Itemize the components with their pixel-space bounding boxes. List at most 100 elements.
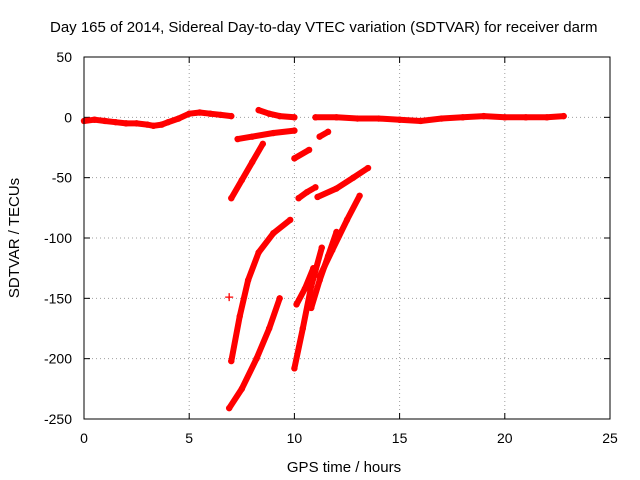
- chart-title: Day 165 of 2014, Sidereal Day-to-day VTE…: [50, 19, 597, 36]
- data-point: [316, 133, 323, 140]
- data-point: [333, 185, 340, 192]
- series-segment-neg12: [316, 128, 332, 140]
- x-axis-label: GPS time / hours: [287, 459, 401, 476]
- data-point: [543, 114, 551, 121]
- series-trace: [81, 109, 235, 129]
- data-point: [164, 118, 172, 126]
- data-point: [259, 140, 267, 148]
- series-curve-neg200-up: [228, 216, 294, 365]
- data-point: [560, 112, 567, 120]
- y-tick-label: -250: [44, 411, 72, 427]
- data-point: [459, 114, 466, 121]
- data-point: [316, 273, 323, 280]
- data-point: [217, 111, 224, 119]
- data-point: [438, 115, 445, 122]
- data-point: [303, 188, 311, 196]
- series-curve-neg130-up: [316, 192, 363, 280]
- y-axis-label: SDTVAR / TECUs: [6, 178, 23, 298]
- data-point: [238, 385, 245, 393]
- data-point: [150, 122, 157, 129]
- data-point: [350, 174, 357, 181]
- y-tick-label: -150: [44, 290, 72, 306]
- data-point: [276, 112, 283, 120]
- data-point: [238, 176, 245, 184]
- data-point: [291, 155, 298, 162]
- data-point: [291, 127, 298, 134]
- data-point: [91, 116, 98, 123]
- data-point: [112, 118, 119, 126]
- data-point: [312, 184, 319, 191]
- x-tick-label: 5: [185, 430, 193, 446]
- series-segment-neg55-rising: [314, 164, 372, 201]
- y-tick-label: 50: [56, 49, 72, 65]
- data-point: [255, 249, 262, 256]
- data-point: [255, 106, 262, 114]
- series-outlier-7h: [225, 293, 234, 302]
- series-trace: [228, 216, 294, 365]
- data-point: [249, 133, 256, 140]
- series-baseline-early: [80, 109, 235, 129]
- series-curve-neg155-up: [293, 264, 317, 308]
- data-point: [265, 325, 273, 332]
- series-segment-neg25: [291, 146, 313, 162]
- data-point: [143, 121, 151, 128]
- data-point: [133, 120, 140, 127]
- data-point: [318, 244, 325, 251]
- data-point: [101, 117, 109, 125]
- data-point: [249, 158, 256, 166]
- data-point: [310, 264, 317, 272]
- data-point: [286, 216, 294, 224]
- data-point: [291, 365, 298, 372]
- data-point: [522, 114, 530, 121]
- x-tick-label: 15: [392, 430, 408, 446]
- data-point: [293, 301, 300, 308]
- data-point: [314, 193, 321, 201]
- data-point: [270, 229, 277, 237]
- data-point: [207, 110, 214, 117]
- y-tick-label: 0: [64, 109, 72, 125]
- x-tick-label: 10: [287, 430, 303, 446]
- series-trace: [228, 140, 266, 202]
- data-point: [228, 357, 235, 365]
- data-point: [186, 110, 193, 117]
- data-series: [80, 106, 567, 412]
- series-segment-neg15: [234, 127, 298, 143]
- data-point: [333, 114, 340, 121]
- data-point: [324, 128, 332, 136]
- data-point: [122, 120, 130, 127]
- grid: [84, 57, 610, 419]
- x-tick-label: 25: [602, 430, 618, 446]
- y-tick-label: -100: [44, 230, 72, 246]
- data-point: [356, 192, 363, 199]
- series-trace: [226, 295, 283, 412]
- y-tick-label: -200: [44, 351, 72, 367]
- data-point: [228, 112, 235, 120]
- data-point: [396, 116, 403, 123]
- series-trace: [316, 192, 363, 280]
- data-point: [480, 112, 487, 120]
- series-trace: [314, 165, 371, 200]
- data-point: [295, 194, 302, 202]
- data-point: [308, 304, 315, 312]
- series-segment-830-1000: [255, 106, 298, 121]
- series-trace: [255, 107, 298, 121]
- data-point: [244, 277, 252, 284]
- data-point: [417, 117, 424, 125]
- plot-frame: [83, 56, 611, 420]
- data-point: [175, 115, 182, 122]
- data-point: [253, 355, 260, 362]
- data-point: [364, 164, 372, 172]
- data-point: [228, 194, 235, 202]
- data-point: [225, 293, 234, 302]
- series-trace: [234, 127, 298, 143]
- x-tick-label: 20: [497, 430, 513, 446]
- data-point: [265, 110, 273, 117]
- series-curve-neg240-up: [225, 295, 283, 412]
- series-baseline-late: [312, 112, 567, 125]
- data-point: [291, 114, 298, 121]
- data-point: [299, 325, 307, 332]
- series-trace: [291, 244, 325, 372]
- data-point: [158, 121, 166, 128]
- y-tick-label: -50: [52, 170, 72, 186]
